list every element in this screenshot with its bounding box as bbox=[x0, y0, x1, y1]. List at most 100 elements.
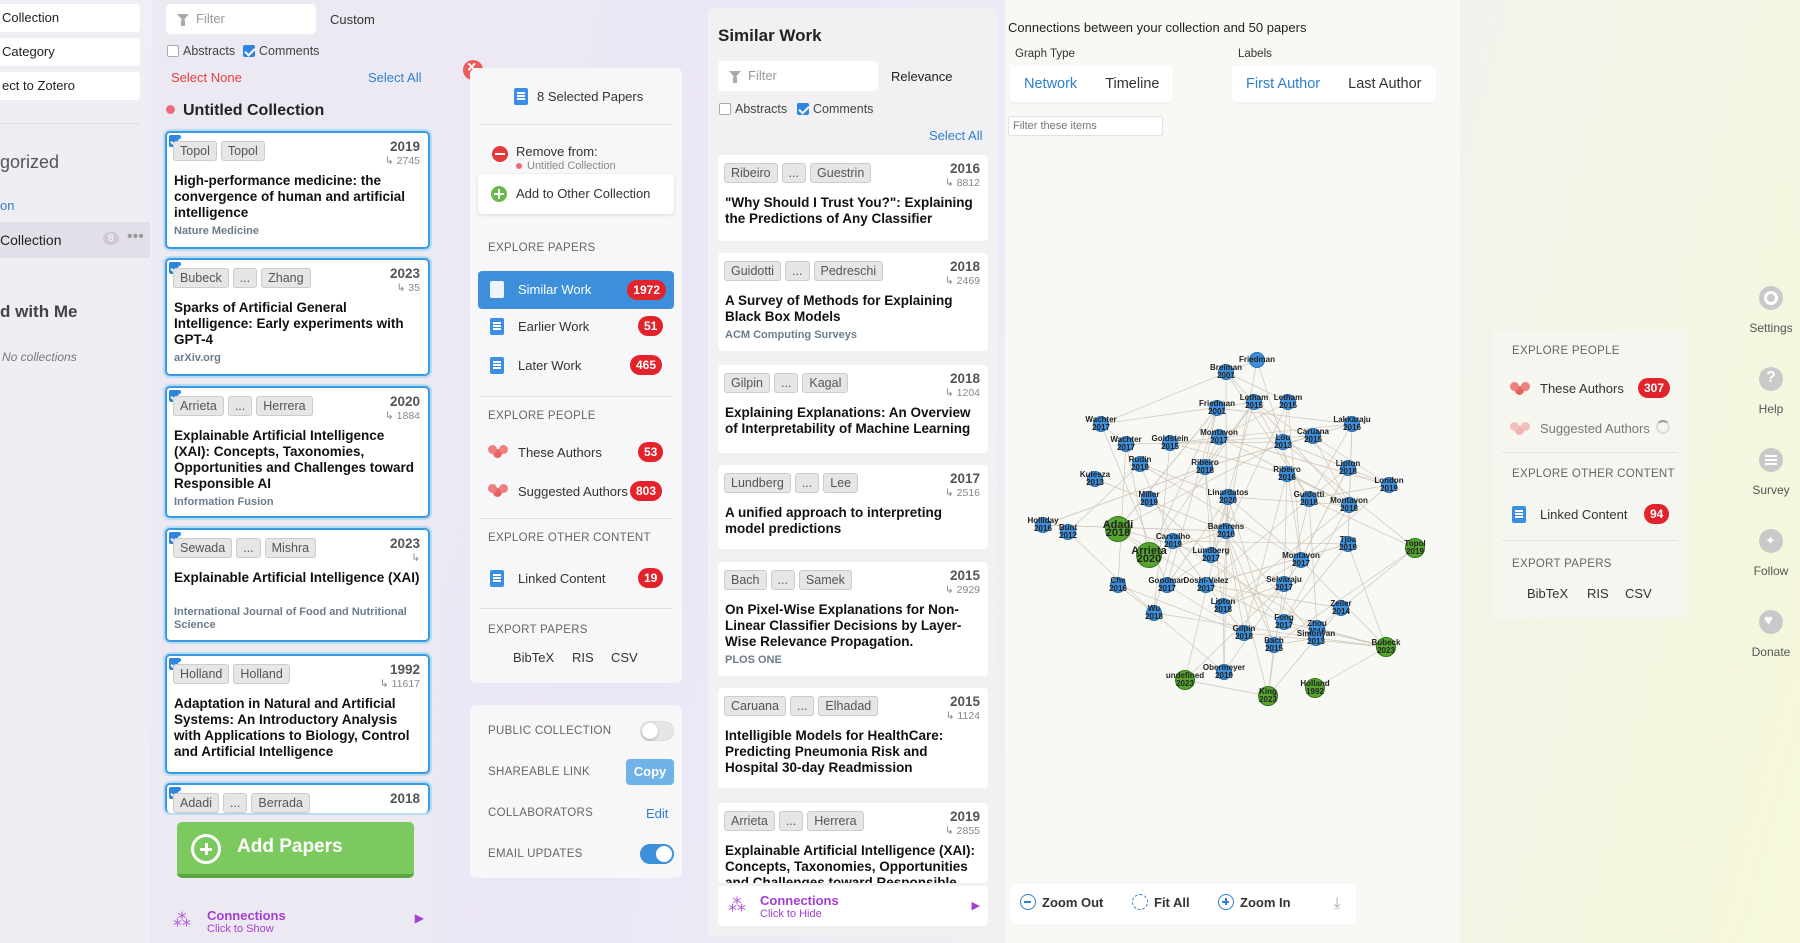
similar-paper-card[interactable]: Caruana... Elhadad 2015 ↳ 1124 Intelligible … bbox=[718, 688, 988, 788]
graph-node[interactable] bbox=[1165, 533, 1181, 549]
current-collection-row[interactable]: Collection 8 ••• bbox=[0, 222, 150, 258]
author-tag[interactable]: ... bbox=[232, 268, 258, 288]
right-export-csv-button[interactable]: CSV bbox=[1625, 586, 1652, 601]
graph-node[interactable] bbox=[1340, 536, 1356, 552]
public-collection-toggle[interactable] bbox=[640, 721, 674, 741]
similar-paper-card[interactable]: Guidotti... Pedreschi 2018 ↳ 2469 A Survey o… bbox=[718, 253, 988, 351]
twitter-icon[interactable]: ✦ bbox=[1759, 529, 1783, 553]
author-tag[interactable]: Samek bbox=[798, 570, 852, 590]
similar-select-all-link[interactable]: Select All bbox=[929, 128, 983, 143]
connections-show-button[interactable]: ⁂ Connections Click to Show ▶ bbox=[165, 900, 430, 938]
donate-link[interactable]: Donate bbox=[1751, 645, 1791, 659]
author-tag[interactable]: Herrera bbox=[256, 396, 313, 416]
nav-item-collection[interactable]: Collection bbox=[0, 4, 140, 32]
right-these-authors-button[interactable]: These Authors bbox=[1540, 381, 1624, 396]
author-tag[interactable]: ... bbox=[794, 473, 820, 493]
remove-from-button[interactable]: Remove from: bbox=[516, 144, 598, 159]
gear-icon[interactable] bbox=[1759, 286, 1783, 310]
export-csv-button[interactable]: CSV bbox=[611, 650, 638, 665]
graph-node[interactable] bbox=[1218, 364, 1234, 380]
graph-node[interactable] bbox=[1118, 436, 1134, 452]
graph-node[interactable] bbox=[1132, 456, 1148, 472]
author-tag[interactable]: ... bbox=[778, 811, 804, 831]
author-tag[interactable]: Arrieta bbox=[724, 811, 775, 831]
paper-title[interactable]: A Survey of Methods for Explaining Black… bbox=[725, 293, 953, 324]
collection-paper-card[interactable]: Adadi... Berrada 2018 bbox=[165, 783, 430, 813]
graph-node[interactable] bbox=[1218, 523, 1234, 539]
graph-node[interactable] bbox=[1405, 538, 1425, 558]
copy-link-button[interactable]: Copy bbox=[626, 759, 674, 785]
author-tag[interactable]: ... bbox=[789, 696, 815, 716]
comments-checkbox[interactable] bbox=[243, 45, 255, 57]
graph-filter-input[interactable] bbox=[1008, 116, 1163, 136]
author-tag[interactable]: Pedreschi bbox=[813, 261, 884, 281]
nav-item-category[interactable]: Category bbox=[0, 38, 140, 66]
author-tag[interactable]: ... bbox=[770, 570, 795, 590]
similar-paper-card[interactable]: Lundberg... Lee 2017 ↳ 2516 A unified approa… bbox=[718, 465, 988, 549]
author-tag[interactable]: Herrera bbox=[807, 811, 864, 831]
paper-title[interactable]: Intelligible Models for HealthCare: Pred… bbox=[725, 728, 944, 775]
author-tag[interactable]: Bubeck bbox=[173, 268, 229, 288]
author-tag[interactable]: ... bbox=[227, 396, 253, 416]
add-papers-button[interactable]: Add Papers bbox=[177, 822, 414, 878]
graph-node[interactable] bbox=[1035, 517, 1051, 533]
author-tag[interactable]: ... bbox=[773, 373, 799, 393]
similar-paper-card[interactable]: Ribeiro... Guestrin 2016 ↳ 8812 "Why Should … bbox=[718, 155, 988, 241]
paper-title[interactable]: Adaptation in Natural and Artificial Sys… bbox=[174, 696, 410, 759]
graph-node[interactable] bbox=[1340, 460, 1356, 476]
settings-link[interactable]: Settings bbox=[1749, 321, 1793, 335]
right-export-bibtex-button[interactable]: BibTeX bbox=[1527, 586, 1569, 601]
graph-node[interactable] bbox=[1376, 637, 1396, 657]
similar-work-button[interactable]: Similar Work 1972 bbox=[478, 271, 674, 309]
graph-node[interactable] bbox=[1301, 491, 1317, 507]
author-tag[interactable]: ... bbox=[236, 538, 261, 558]
author-tag[interactable]: Guidotti bbox=[724, 261, 782, 281]
export-ris-button[interactable]: RIS bbox=[572, 650, 594, 665]
paper-title[interactable]: Explaining Explanations: An Overview of … bbox=[725, 405, 971, 436]
zoom-out-button[interactable]: Zoom Out bbox=[1020, 894, 1103, 910]
author-tag[interactable]: Holland bbox=[173, 664, 230, 684]
graph-node[interactable] bbox=[1211, 429, 1227, 445]
author-tag[interactable]: Sewada bbox=[173, 538, 233, 558]
graph-node[interactable] bbox=[1203, 547, 1219, 563]
paper-title[interactable]: "Why Should I Trust You?": Explaining th… bbox=[725, 195, 973, 226]
right-linked-content-button[interactable]: Linked Content bbox=[1540, 507, 1628, 522]
graph-node[interactable] bbox=[1060, 524, 1076, 540]
author-tag[interactable]: Ribeiro bbox=[724, 163, 778, 183]
similar-filter-input[interactable]: Filter bbox=[718, 61, 878, 91]
right-suggested-authors-button[interactable]: Suggested Authors bbox=[1540, 421, 1650, 436]
collection-sort[interactable]: Custom bbox=[330, 12, 375, 27]
heart-icon[interactable]: ♥ bbox=[1759, 610, 1783, 634]
graph-node[interactable] bbox=[1279, 466, 1295, 482]
graph-node[interactable] bbox=[1293, 552, 1309, 568]
similar-paper-card[interactable]: Bach... Samek 2015 ↳ 2929 On Pixel-Wise Expl… bbox=[718, 562, 988, 676]
right-export-ris-button[interactable]: RIS bbox=[1587, 586, 1609, 601]
graph-node[interactable] bbox=[1236, 625, 1252, 641]
add-to-other-collection-button[interactable]: Add to Other Collection bbox=[478, 174, 674, 214]
graph-node[interactable] bbox=[1087, 471, 1103, 487]
paper-title[interactable]: On Pixel-Wise Explanations for Non-Linea… bbox=[725, 602, 962, 649]
author-tag[interactable]: ... bbox=[785, 261, 810, 281]
author-tag[interactable]: ... bbox=[781, 163, 807, 183]
graph-node[interactable] bbox=[1333, 600, 1349, 616]
nav-link[interactable]: on bbox=[0, 198, 15, 213]
graph-node[interactable] bbox=[1197, 459, 1213, 475]
earlier-work-button[interactable]: Earlier Work bbox=[518, 319, 590, 334]
graph-node[interactable] bbox=[1276, 576, 1292, 592]
survey-icon[interactable] bbox=[1759, 448, 1783, 472]
nav-item-zotero[interactable]: ect to Zotero bbox=[0, 72, 140, 100]
graph-node[interactable] bbox=[1146, 605, 1162, 621]
graph-node[interactable] bbox=[1136, 542, 1162, 568]
survey-link[interactable]: Survey bbox=[1752, 483, 1790, 497]
author-tag[interactable]: Arrieta bbox=[173, 396, 224, 416]
paper-title[interactable]: Explainable Artificial Intelligence (XAI… bbox=[174, 570, 420, 585]
author-tag[interactable]: Caruana bbox=[724, 696, 786, 716]
follow-link[interactable]: Follow bbox=[1753, 564, 1789, 578]
author-tag[interactable]: Bach bbox=[724, 570, 767, 590]
paper-title[interactable]: Explainable Artificial Intelligence (XAI… bbox=[725, 843, 976, 883]
graph-node[interactable] bbox=[1341, 497, 1357, 513]
graph-node[interactable] bbox=[1344, 416, 1360, 432]
similar-paper-card[interactable]: Gilpin... Kagal 2018 ↳ 1204 Explaining Expla… bbox=[718, 365, 988, 453]
author-tag[interactable]: ... bbox=[222, 793, 248, 813]
author-tag[interactable]: Elhadad bbox=[818, 696, 879, 716]
